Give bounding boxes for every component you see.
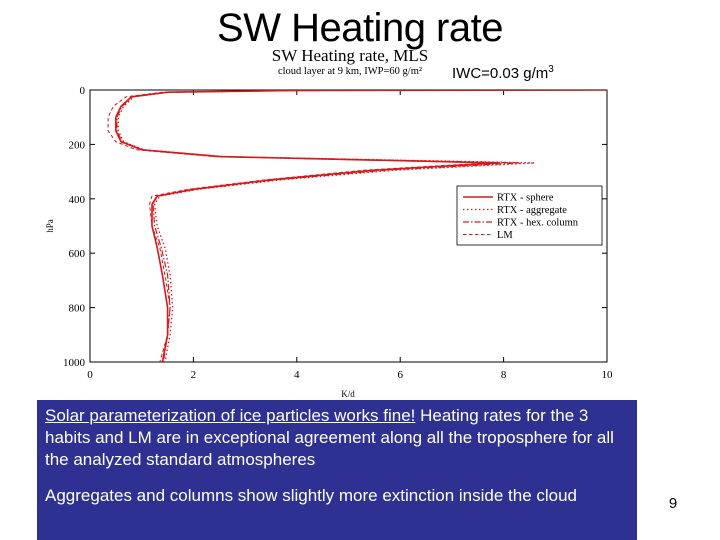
legend-label-2: RTX - aggregate bbox=[497, 205, 567, 216]
slide-title: SW Heating rate bbox=[217, 6, 503, 50]
summary-paragraph-2: Aggregates and columns show slightly mor… bbox=[45, 486, 578, 505]
summary-highlight: Solar parameterization of ice particles … bbox=[45, 406, 416, 425]
y-tick-label: 1000 bbox=[63, 357, 86, 369]
x-tick-label: 8 bbox=[501, 369, 507, 381]
summary-paragraph-1-rest: Heating rates for the 3 habits and LM ar… bbox=[45, 406, 614, 469]
iwc-note-exponent: 3 bbox=[548, 64, 554, 75]
y-tick-label: 400 bbox=[69, 194, 86, 206]
series-line-2 bbox=[117, 90, 607, 362]
legend-box bbox=[456, 185, 603, 246]
x-tick-label: 6 bbox=[397, 369, 403, 381]
x-tick-label: 0 bbox=[87, 369, 93, 381]
y-tick-label: 0 bbox=[80, 85, 86, 97]
series-line-3 bbox=[116, 90, 607, 362]
y-tick-label: 600 bbox=[69, 248, 86, 260]
x-tick-label: 2 bbox=[191, 369, 197, 381]
x-tick-label: 10 bbox=[602, 369, 614, 381]
summary-text-box: Solar parameterization of ice particles … bbox=[37, 400, 637, 540]
page-number: 9 bbox=[668, 495, 678, 512]
y-tick-label: 200 bbox=[69, 139, 86, 151]
series-line-4 bbox=[107, 90, 607, 362]
summary-paragraph-1: Solar parameterization of ice particles … bbox=[45, 405, 629, 471]
iwc-note-text: IWC=0.03 g/m bbox=[452, 65, 549, 82]
y-axis-label: hPa bbox=[45, 219, 55, 233]
legend-label-4: LM bbox=[497, 230, 513, 241]
x-tick-label: 4 bbox=[294, 369, 300, 381]
legend-label-1: RTX - sphere bbox=[497, 193, 554, 204]
chart-subtitle: cloud layer at 9 km, IWP=60 g/m² bbox=[277, 66, 423, 77]
x-axis-label: K/d bbox=[341, 389, 355, 399]
legend-label-3: RTX - hex. column bbox=[497, 218, 579, 229]
y-tick-label: 800 bbox=[69, 303, 86, 315]
iwc-note: IWC=0.03 g/m3 bbox=[452, 64, 554, 82]
chart-title: SW Heating rate, MLS bbox=[271, 46, 429, 65]
series-line-1 bbox=[115, 90, 607, 362]
